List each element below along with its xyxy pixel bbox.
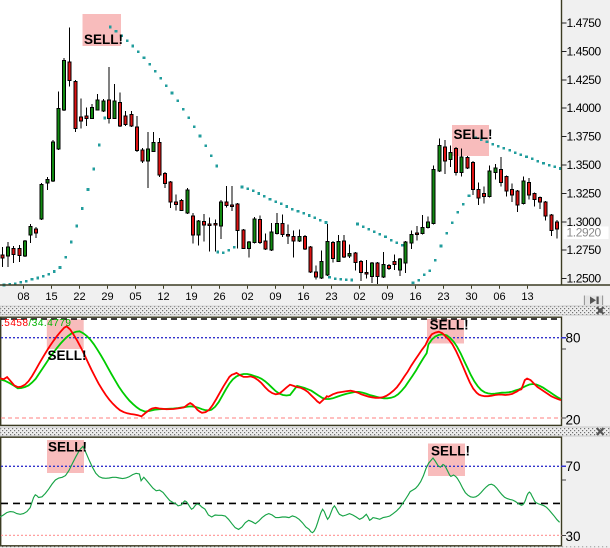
svg-text:1.4250: 1.4250 [567,73,602,87]
svg-text:22: 22 [73,291,85,303]
svg-text:23: 23 [325,291,337,303]
svg-text:SELL!: SELL! [84,32,123,47]
svg-text:02: 02 [241,291,253,303]
svg-text:30: 30 [465,291,477,303]
svg-text:1.3250: 1.3250 [567,186,602,200]
svg-text:06: 06 [493,291,505,303]
svg-text:1.3000: 1.3000 [567,215,602,229]
svg-text:70: 70 [566,459,581,474]
svg-text:08: 08 [17,291,29,303]
svg-text:1.2500: 1.2500 [567,272,602,286]
svg-text:16: 16 [297,291,309,303]
svg-text:30: 30 [566,529,581,544]
svg-text:29: 29 [101,291,113,303]
svg-text:1.2920: 1.2920 [567,226,602,240]
svg-text:09: 09 [381,291,393,303]
svg-text:SELL!: SELL! [48,440,87,455]
svg-text:1.3500: 1.3500 [567,158,602,172]
svg-text:1.4500: 1.4500 [567,44,602,58]
svg-text:05: 05 [129,291,141,303]
svg-text:1.4000: 1.4000 [567,101,602,115]
svg-text:19: 19 [185,291,197,303]
svg-text:26: 26 [213,291,225,303]
svg-text:80: 80 [566,330,581,345]
svg-text:16: 16 [409,291,421,303]
svg-text:SELL!: SELL! [48,348,87,363]
svg-text:1.4750: 1.4750 [567,16,602,30]
svg-text:SELL!: SELL! [454,127,493,142]
svg-text:.5458/34.4779: .5458/34.4779 [1,318,71,329]
svg-text:1.3750: 1.3750 [567,130,602,144]
svg-text:09: 09 [269,291,281,303]
svg-text:20: 20 [566,412,581,427]
svg-text:12: 12 [157,291,169,303]
svg-text:1.2750: 1.2750 [567,243,602,257]
svg-text:SELL!: SELL! [430,318,469,333]
svg-text:SELL!: SELL! [431,444,470,459]
svg-text:15: 15 [45,291,57,303]
svg-text:23: 23 [437,291,449,303]
svg-text:02: 02 [353,291,365,303]
svg-text:13: 13 [521,291,533,303]
